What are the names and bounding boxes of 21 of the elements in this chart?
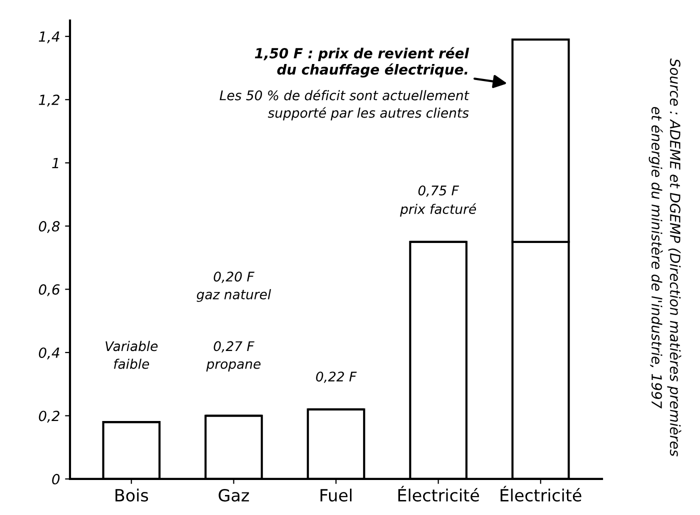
y-tick-label: 1,4: [38, 32, 60, 44]
x-tick-label: Bois: [116, 488, 148, 502]
annotation: 0,75 F prix facturé: [400, 185, 476, 217]
x-tick-label: Électricité: [500, 486, 582, 502]
annotation: Les 50 % de déficit sont actuellement supporté par les autres clients: [220, 90, 470, 120]
y-tick-label: 0: [52, 474, 60, 484]
source-note: Source : ADEME et DGEMP (Direction matières premières et énergie du ministère de l'industrie, 1997: [648, 58, 682, 456]
annotation: 0,22 F: [316, 372, 357, 383]
x-tick-label: Électricité: [398, 486, 480, 502]
y-tick-label: 0,6: [38, 284, 60, 296]
y-tick-label: 1,2: [38, 94, 60, 107]
annotation: 0,20 F gaz naturel: [196, 272, 272, 302]
annotation: 0,27 F propane: [206, 341, 261, 372]
x-tick-label: Fuel: [320, 488, 352, 502]
annotation: 1,50 F : prix de revient réel du chauffage électrique.: [254, 47, 470, 78]
y-tick-label: 0,8: [38, 221, 60, 233]
y-tick-label: 1: [52, 158, 58, 168]
x-tick-label: Gaz: [218, 488, 249, 502]
annotation: Variable faible: [106, 340, 158, 369]
y-tick-label: 0,4: [38, 347, 60, 360]
y-tick-label: 0,2: [38, 410, 60, 423]
